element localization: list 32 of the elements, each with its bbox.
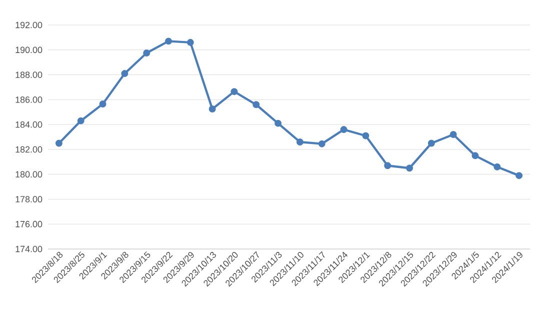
y-tick-label: 184.00 (16, 121, 42, 128)
y-tick-label: 192.00 (16, 22, 42, 28)
point (384, 162, 392, 170)
point (55, 140, 62, 147)
y-tick-label: 190.00 (16, 46, 42, 54)
y-tick-label: 176.00 (16, 220, 42, 228)
point (296, 138, 304, 146)
point (186, 38, 194, 46)
y-tick-label: 180.00 (16, 171, 42, 178)
point (450, 131, 457, 138)
point (165, 38, 172, 45)
point (494, 163, 501, 170)
point (143, 50, 150, 56)
point (208, 106, 216, 112)
point (99, 100, 106, 108)
point (252, 101, 260, 108)
point (77, 117, 84, 124)
point (274, 120, 282, 127)
y-tick-label: 186.00 (16, 96, 42, 103)
point (428, 140, 435, 147)
y-tick-label: 174.00 (16, 246, 42, 252)
point (318, 140, 326, 148)
point (230, 88, 238, 96)
point (121, 70, 128, 78)
y-tick-label: 188.00 (16, 72, 42, 78)
point (516, 172, 523, 180)
point (340, 126, 348, 134)
y-tick-label: 182.00 (16, 146, 42, 153)
y-tick-label: 178.00 (16, 196, 42, 202)
point (472, 152, 479, 160)
point (406, 164, 413, 172)
point (362, 132, 370, 140)
